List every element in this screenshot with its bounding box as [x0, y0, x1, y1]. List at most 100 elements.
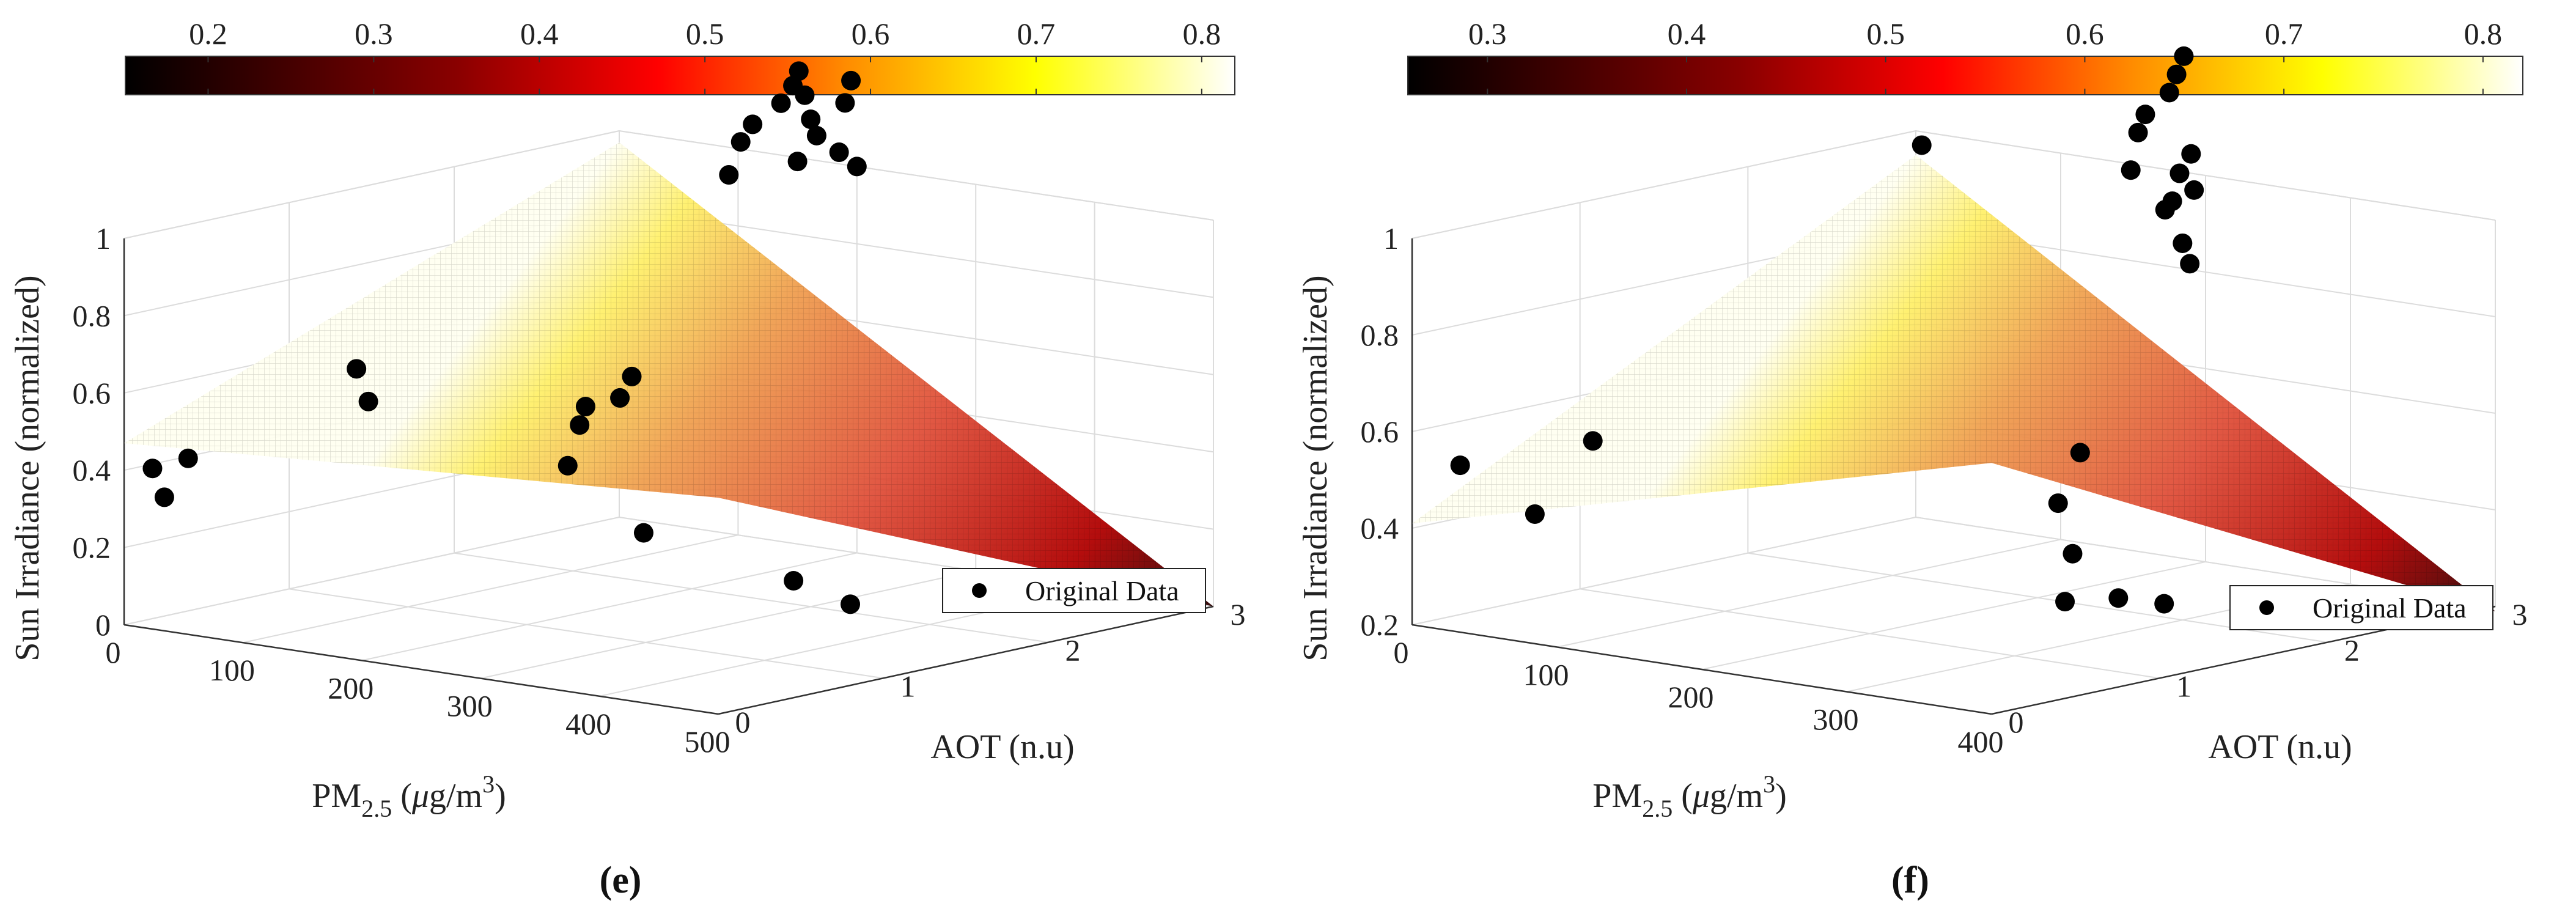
x-axis-label-rest: ( [1673, 777, 1693, 815]
legend-label: Original Data [2313, 592, 2467, 624]
data-point [558, 455, 578, 476]
colorbar-tick-label: 0.4 [520, 17, 559, 51]
x-axis-label-unit: g/m [1710, 777, 1763, 815]
y-tick-label: 3 [2512, 597, 2528, 632]
data-point [1450, 455, 1470, 476]
data-point [2121, 160, 2141, 180]
fitted-surface-mesh [1412, 155, 2495, 611]
y-tick-label: 1 [2176, 669, 2191, 703]
z-tick-label: 0.8 [73, 298, 111, 333]
data-point [2128, 122, 2148, 142]
x-axis-line [123, 624, 719, 715]
y-tick-label: 0 [2009, 705, 2024, 739]
data-point [2173, 233, 2193, 253]
data-point [2174, 46, 2194, 66]
data-point [2166, 64, 2187, 84]
data-point [795, 85, 815, 105]
data-point [358, 391, 378, 411]
data-point [730, 132, 751, 152]
x-tick-label: 300 [1813, 702, 1859, 737]
data-point [2162, 191, 2182, 212]
x-axis-label-sub: 2.5 [361, 795, 392, 822]
data-point [347, 359, 367, 379]
data-point [806, 125, 826, 145]
x-axis-label-mu: μ [411, 777, 429, 815]
panel-caption: (e) [600, 860, 642, 901]
x-axis-label-sup: 3 [482, 770, 495, 798]
data-point [719, 165, 739, 185]
z-tick-label: 0.2 [1361, 608, 1399, 642]
colorbar-tick-label: 0.5 [1866, 17, 1905, 51]
data-point [743, 114, 763, 134]
x-axis-label-base: PM [1592, 777, 1642, 815]
panel-e-chart: 0.2 0.3 0.4 0.5 0.6 0.7 0.80100200300400500012… [9, 17, 1246, 901]
grid-line [1411, 516, 2496, 625]
z-tick-label: 0.4 [73, 453, 111, 487]
y-axis-line [718, 605, 1214, 715]
x-axis-label-base: PM [312, 777, 361, 815]
colorbar-tick-label: 0.6 [852, 17, 890, 51]
colorbar-tick-label: 0.3 [1468, 17, 1507, 51]
data-point [829, 142, 849, 163]
colorbar-tick-label: 0.8 [1183, 17, 1221, 51]
colorbar-tick-label: 0.5 [686, 17, 724, 51]
data-point [801, 109, 821, 130]
data-point [154, 487, 174, 507]
data-point [178, 448, 198, 468]
x-tick-label: 200 [1668, 680, 1714, 714]
data-point [789, 61, 809, 81]
colorbar-tick-label: 0.6 [2066, 17, 2104, 51]
x-axis-label: PM2.5 (μg/m3) [312, 770, 506, 822]
z-tick-label: 0.6 [73, 376, 111, 410]
z-tick-label: 0.4 [1361, 511, 1399, 545]
x-axis-label-mu: μ [1692, 777, 1710, 815]
grid-line [1411, 130, 2496, 239]
colorbar-tick-label: 0.2 [189, 17, 227, 51]
colorbar-frame [1407, 56, 2523, 95]
x-axis-label: PM2.5 (μg/m3) [1592, 770, 1786, 822]
colorbar-tick-label: 0.4 [1668, 17, 1706, 51]
data-point [847, 157, 867, 177]
data-point [841, 594, 860, 614]
data-point [784, 571, 804, 591]
data-point [2169, 163, 2190, 183]
colorbar [125, 56, 1235, 95]
x-axis-label-unit: g/m [429, 777, 482, 815]
y-axis-label: AOT (n.u) [930, 728, 1074, 766]
data-point [2159, 83, 2179, 103]
y-tick-label: 2 [1065, 633, 1081, 668]
x-axis-line [1411, 624, 1992, 715]
x-axis-label-sup: 3 [1763, 770, 1775, 798]
data-point [2181, 144, 2201, 164]
x-tick-label: 400 [1958, 724, 2004, 759]
z-axis-label: Sun Irradiance (normalized) [1297, 275, 1334, 661]
colorbar-tick-label: 0.8 [2464, 17, 2503, 51]
data-point [2063, 543, 2083, 564]
data-point [142, 459, 163, 479]
z-axis-label: Sun Irradiance (normalized) [9, 275, 46, 661]
data-point [633, 523, 653, 543]
legend-label: Original Data [1025, 575, 1179, 606]
data-point [2180, 254, 2200, 274]
data-point [1912, 135, 1932, 155]
y-tick-label: 1 [900, 669, 916, 703]
legend-marker [972, 583, 987, 598]
z-tick-label: 0.2 [73, 531, 111, 565]
colorbar [1408, 56, 2523, 95]
z-tick-label: 1 [95, 221, 111, 256]
y-tick-label: 2 [2344, 633, 2360, 668]
colorbar-tick-label: 0.7 [2265, 17, 2303, 51]
x-tick-label: 0 [1394, 635, 1409, 669]
x-tick-label: 100 [1523, 658, 1569, 692]
y-tick-label: 3 [1231, 597, 1246, 632]
data-point [787, 152, 808, 172]
z-tick-label: 0.8 [1361, 318, 1399, 352]
panel-f-chart: 0.3 0.4 0.5 0.6 0.7 0.8010020030040001230.20.… [1297, 17, 2528, 901]
data-point [835, 93, 855, 113]
legend-marker [2259, 600, 2274, 615]
data-point [2184, 180, 2204, 200]
z-tick-label: 0 [95, 608, 111, 642]
x-tick-label: 300 [447, 689, 493, 723]
data-point [622, 366, 642, 386]
data-point [610, 388, 630, 408]
